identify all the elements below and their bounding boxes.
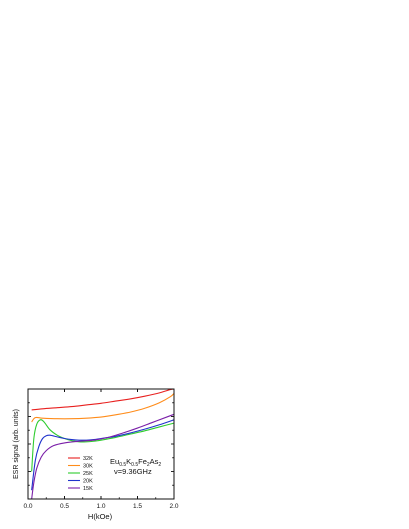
formula-fe: Fe: [138, 457, 147, 466]
legend-label-32K: 32K: [83, 456, 93, 462]
formula-k: K: [126, 457, 131, 466]
x-axis-label: H(kOe): [88, 512, 113, 521]
x-tick-label-2: 1.0: [96, 503, 105, 510]
plot-layer: [31, 388, 175, 500]
formula-eu-sub: 0.5: [119, 462, 126, 468]
series-line-20K: [31, 419, 175, 491]
x-tick-label-4: 2.0: [169, 503, 178, 510]
formula-eu: Eu: [110, 457, 119, 466]
formula-k-sub: 0.5: [131, 462, 138, 468]
legend-label-20K: 20K: [83, 479, 93, 485]
legend-label-15K: 15K: [83, 486, 93, 492]
x-tick-label-1: 0.5: [60, 503, 69, 510]
ticks-layer: 0.0 0.5 1.0 1.5 2.0: [23, 389, 179, 510]
legend-label-30K: 30K: [83, 464, 93, 470]
frequency-label: ν=9.36GHz: [114, 467, 152, 476]
x-tick-label-3: 1.5: [133, 503, 142, 510]
formula-as-sub: 2: [158, 462, 161, 468]
legend-label-25K: 25K: [83, 471, 93, 477]
y-axis-label: ESR signal (arb. units): [13, 409, 20, 479]
compound-formula: Eu0.5K0.5Fe2As2: [110, 457, 161, 468]
series-line-30K: [31, 392, 175, 423]
formula-as: As: [150, 457, 159, 466]
x-tick-label-0: 0.0: [23, 503, 32, 510]
formula-fe-sub: 2: [147, 462, 150, 468]
series-line-32K: [31, 388, 175, 411]
series-line-15K: [31, 413, 175, 500]
